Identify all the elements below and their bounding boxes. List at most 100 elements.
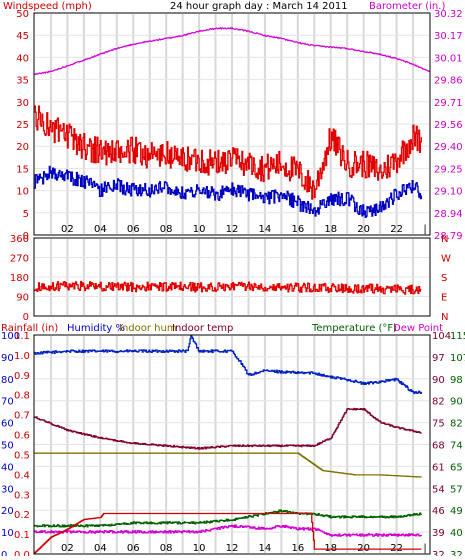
x-tick-label: 12 [226, 224, 239, 235]
inner-right-tick-label: 61 [432, 462, 445, 473]
rainfall-tick-label: 0.6 [14, 431, 30, 442]
x-tick-label: 08 [160, 224, 173, 235]
outer-right-tick-label: 107 [450, 353, 465, 364]
barometer-line [34, 26, 430, 76]
humidity-tick-label: 80 [1, 375, 14, 386]
outer-right-tick-label: 74 [450, 441, 463, 452]
inner-right-tick-label: 68 [432, 441, 445, 452]
barometer-header-label: Barometer (in.) [369, 1, 445, 12]
x-tick-label: 10 [193, 224, 206, 235]
x-tick-label: | [423, 224, 426, 235]
wind-tick-label: 35 [16, 76, 29, 87]
humidity-tick-label: 100 [1, 331, 20, 342]
outer-right-tick-label: 98 [450, 375, 463, 386]
temperature-header-label: Temperature (°F) [311, 323, 397, 334]
inner-right-tick-label: 32 [432, 550, 445, 556]
barometer-tick-label: 29.71 [434, 98, 463, 109]
humidity-header-label: Humidity % [67, 323, 125, 334]
inner-right-tick-label: 75 [432, 419, 445, 430]
rainfall-tick-label: 0.1 [14, 530, 30, 541]
barometer-tick-label: 30.17 [434, 31, 463, 42]
humidity-tick-label: 90 [1, 353, 14, 364]
compass-tick-label: S [441, 273, 447, 284]
rainfall-tick-label: 0.0 [14, 550, 30, 556]
x-tick-label: 08 [160, 543, 173, 554]
indoor-temp-header-label: Indoor temp [172, 323, 233, 334]
rainfall-tick-label: 0.5 [14, 450, 30, 461]
rainfall-tick-label: 1.1 [14, 331, 30, 342]
wind-header-label: Windspeed (mph) [3, 1, 92, 12]
inner-right-tick-label: 97 [432, 353, 445, 364]
graph-title: 24 hour graph day : March 14 2011 [170, 1, 348, 12]
rainfall-tick-label: 0.7 [14, 411, 30, 422]
x-tick-label: 12 [226, 543, 239, 554]
rainfall-tick-label: 0.3 [14, 490, 30, 501]
compass-tick-label: N [441, 234, 448, 245]
humidity-tick-label: 10 [1, 528, 14, 539]
barometer-tick-label: 30.01 [434, 53, 463, 64]
humidity-tick-label: 30 [1, 484, 14, 495]
inner-right-tick-label: 90 [432, 375, 445, 386]
x-tick-label: 14 [259, 543, 272, 554]
wind-tick-label: 25 [16, 120, 29, 131]
compass-tick-label: E [441, 293, 447, 304]
outer-right-tick-label: 49 [450, 506, 463, 517]
inner-right-tick-label: 82 [432, 397, 445, 408]
wind-tick-label: 40 [16, 53, 29, 64]
wind-tick-label: 20 [16, 142, 29, 153]
humidity-tick-label: 60 [1, 419, 14, 430]
barometer-tick-label: 29.10 [434, 187, 463, 198]
wind-tick-label: 5 [23, 209, 29, 220]
barometer-tick-label: 29.40 [434, 142, 463, 153]
humidity-line [34, 335, 422, 395]
direction-tick-label: 360 [10, 234, 29, 245]
x-tick-label: 02 [61, 224, 74, 235]
compass-tick-label: N [441, 312, 448, 323]
x-tick-label: 14 [259, 224, 272, 235]
direction-tick-label: 270 [10, 254, 29, 265]
compass-tick-label: W [441, 254, 451, 265]
x-tick-label: 18 [324, 224, 337, 235]
wind-tick-label: 30 [16, 98, 29, 109]
x-tick-label: 02 [61, 543, 74, 554]
direction-tick-label: 180 [10, 273, 29, 284]
x-tick-label: 06 [127, 224, 140, 235]
rainfall-tick-label: 1.0 [14, 351, 30, 362]
x-tick-label: 16 [291, 543, 304, 554]
inner-right-tick-label: 46 [432, 506, 445, 517]
wind-tick-label: 15 [16, 164, 29, 175]
x-tick-label: 04 [94, 224, 107, 235]
x-tick-label: 16 [291, 224, 304, 235]
wind-tick-label: 10 [16, 187, 29, 198]
x-tick-label: 06 [127, 543, 140, 554]
outer-right-tick-label: 40 [450, 528, 463, 539]
outer-right-tick-label: 65 [450, 462, 463, 473]
barometer-tick-label: 28.79 [434, 231, 463, 242]
outer-right-tick-label: 115 [450, 331, 465, 342]
rainfall-line [34, 512, 422, 554]
barometer-tick-label: 28.94 [434, 209, 463, 220]
humidity-tick-label: 40 [1, 462, 14, 473]
x-tick-label: 10 [193, 543, 206, 554]
humidity-tick-label: 20 [1, 506, 14, 517]
barometer-tick-label: 29.86 [434, 76, 463, 87]
outer-right-tick-label: 90 [450, 397, 463, 408]
humidity-tick-label: 0 [1, 550, 7, 556]
wind-tick-label: 50 [16, 9, 29, 20]
dew-point-line [34, 524, 422, 537]
wind-gust-line [34, 105, 422, 200]
x-tick-label: 20 [357, 224, 370, 235]
rainfall-header-label: Rainfall (in) [1, 323, 58, 334]
barometer-tick-label: 30.32 [434, 9, 463, 20]
x-tick-label: 22 [390, 224, 403, 235]
x-tick-label: | [423, 543, 426, 554]
temperature-line [34, 509, 422, 528]
rainfall-tick-label: 0.9 [14, 371, 30, 382]
inner-right-tick-label: 54 [432, 484, 445, 495]
rainfall-tick-label: 0.8 [14, 391, 30, 402]
indoor-humidity-line [34, 452, 422, 478]
rainfall-tick-label: 0.4 [14, 470, 30, 481]
indoor-temp-line [34, 407, 422, 450]
